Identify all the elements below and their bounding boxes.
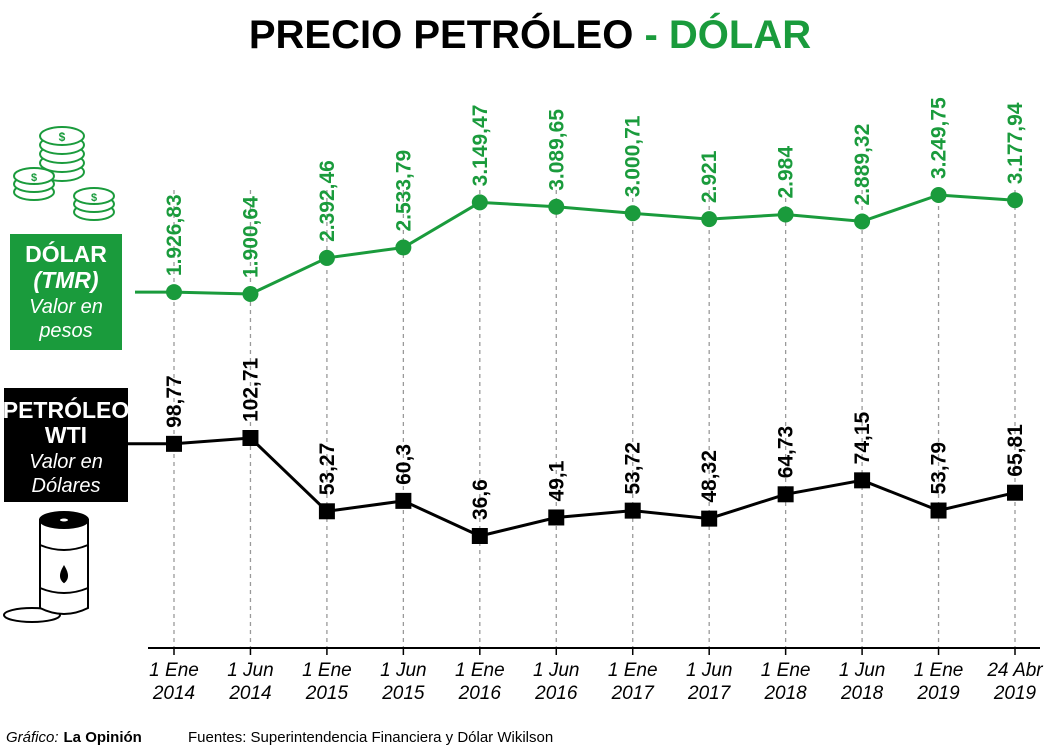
svg-text:$: $ (91, 192, 97, 204)
data-point (318, 503, 335, 520)
data-label: 1.900,64 (239, 196, 262, 278)
data-point (930, 502, 947, 519)
x-tick-label: 24 Abr (986, 660, 1043, 681)
data-label: 2.392,46 (316, 160, 339, 242)
x-tick-label: 1 Jun (839, 660, 885, 681)
footer-sources: Fuentes: Superintendencia Financiera y D… (188, 729, 553, 746)
svg-text:$: $ (59, 130, 66, 144)
gridlines (173, 190, 1016, 648)
legend-petroleo-line2: WTI (45, 422, 87, 448)
x-tick-label: 1 Jun (533, 660, 579, 681)
legend-dolar-line3: Valor en (29, 296, 103, 318)
data-point (242, 286, 259, 302)
legend-petroleo-line4: Dólares (32, 475, 101, 497)
x-tick-label: 2016 (458, 683, 502, 704)
data-label: 3.089,65 (545, 109, 568, 191)
data-point (166, 435, 182, 452)
x-tick-label: 1 Jun (227, 660, 273, 681)
data-label: 65,81 (1004, 424, 1027, 477)
data-label: 2.984 (775, 146, 798, 199)
data-point (777, 206, 794, 223)
x-tick-label: 2015 (305, 683, 349, 704)
data-point (1007, 484, 1023, 501)
data-point (1007, 192, 1023, 209)
series-dolar: 1.926,83 1.900,64 2.392,46 2.533,79 3.149,47… (135, 97, 1027, 302)
data-point (854, 472, 871, 489)
data-point (395, 492, 412, 509)
data-point (548, 198, 565, 215)
data-label: 3.249,75 (928, 97, 951, 179)
x-tick-label: 1 Ene (608, 660, 658, 681)
data-label: 98,77 (163, 375, 186, 428)
svg-text:$: $ (31, 172, 37, 184)
data-point (701, 211, 718, 228)
data-point (471, 194, 488, 211)
data-point (701, 510, 718, 527)
data-point (930, 187, 947, 203)
data-label: 3.000,71 (622, 115, 645, 197)
x-tick-label: 1 Ene (455, 660, 505, 681)
series-line (128, 436, 1016, 538)
x-tick-label: 1 Jun (686, 660, 732, 681)
data-label: 49,1 (545, 460, 568, 501)
data-point (777, 486, 794, 503)
x-tick-label: 2015 (381, 683, 425, 704)
data-label: 53,79 (928, 442, 951, 495)
oil-barrel-icon (3, 511, 89, 623)
data-label: 2.921 (698, 150, 721, 203)
coins-icon: $ $ $ (13, 126, 115, 221)
chart-title: PRECIO PETRÓLEO - DÓLAR (249, 11, 811, 57)
data-label: 53,27 (316, 443, 339, 496)
data-label: 36,6 (469, 479, 492, 520)
data-label: 53,72 (622, 442, 645, 495)
data-point (166, 284, 182, 301)
x-tick-label: 1 Ene (914, 660, 964, 681)
legend-petroleo-line3: Valor en (29, 451, 103, 473)
x-tick-label: 2019 (993, 683, 1037, 704)
series-petroleo: 98,77 102,71 53,27 60,3 36,6 49,1 53,72 48,32 64… (128, 357, 1027, 544)
data-label: 48,32 (698, 450, 721, 503)
x-tick-label: 1 Ene (149, 660, 199, 681)
x-tick-label: 2018 (840, 683, 884, 704)
data-label: 1.926,83 (163, 194, 186, 276)
legend-petroleo-line1: PETRÓLEO (3, 396, 130, 423)
x-tick-label: 1 Ene (761, 660, 811, 681)
data-point (854, 213, 871, 230)
legend-dolar-line2: (TMR) (33, 267, 98, 293)
data-point (624, 502, 641, 519)
data-label: 64,73 (775, 426, 798, 479)
data-label: 102,71 (239, 357, 262, 422)
data-point (624, 205, 641, 222)
series-line (135, 193, 1016, 296)
footer-credit: Gráfico: La Opinión (6, 729, 142, 746)
x-tick-label: 1 Ene (302, 660, 352, 681)
legend-petroleo-box: PETRÓLEO WTI Valor en Dólares (3, 388, 130, 502)
data-point (318, 249, 335, 266)
data-label: 2.533,79 (392, 150, 415, 232)
x-tick-label: 2014 (152, 683, 195, 704)
x-tick-label: 2018 (763, 683, 807, 704)
data-label: 2.889,32 (851, 124, 874, 206)
legend-dolar-line4: pesos (38, 320, 92, 342)
data-point (548, 509, 565, 526)
x-tick-label: 2019 (916, 683, 960, 704)
data-point (395, 239, 412, 256)
x-tick-label: 2017 (687, 683, 732, 704)
x-tick-label: 1 Jun (380, 660, 426, 681)
legend-dolar-line1: DÓLAR (25, 240, 107, 267)
legend-dolar-box: DÓLAR (TMR) Valor en pesos (10, 234, 122, 350)
data-label: 60,3 (392, 444, 415, 485)
data-label: 3.177,94 (1004, 102, 1027, 184)
x-tick-label: 2014 (228, 683, 271, 704)
x-tick-label: 2016 (534, 683, 578, 704)
x-tick-label: 2017 (611, 683, 656, 704)
data-point (471, 528, 488, 544)
data-label: 3.149,47 (469, 105, 492, 187)
data-point (242, 430, 259, 446)
data-label: 74,15 (851, 411, 874, 464)
